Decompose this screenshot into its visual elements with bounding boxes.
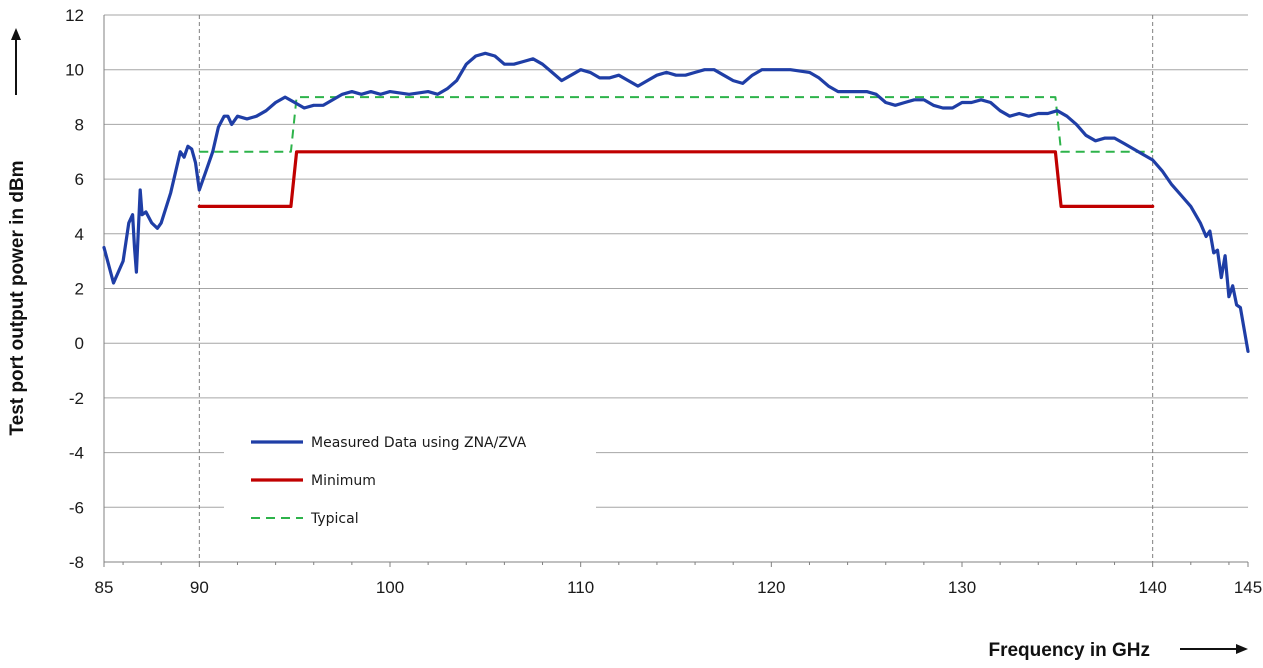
x-tick-label: 130 (948, 578, 976, 597)
y-axis-arrow-icon (11, 28, 21, 95)
y-tick-label: -2 (69, 389, 84, 408)
x-tick-label: 90 (190, 578, 209, 597)
y-tick-label: 10 (65, 61, 84, 80)
x-tick-label: 100 (376, 578, 404, 597)
x-tick-label: 85 (95, 578, 114, 597)
x-axis-title: Frequency in GHz (988, 640, 1150, 661)
y-tick-label: -6 (69, 498, 84, 517)
x-tick-label: 110 (567, 578, 594, 597)
axes: -8 -6 -4 -2 0 2 4 6 8 10 12 85 90 100 110 120 130 140 145 (65, 6, 1262, 597)
y-tick-label: -4 (69, 444, 84, 463)
legend-background (224, 418, 596, 546)
legend-label: Minimum (311, 473, 376, 489)
series-line-minimum (197, 150, 1155, 208)
legend-label: Typical (310, 511, 359, 527)
y-tick-label: 0 (75, 334, 84, 353)
legend-label: Measured Data using ZNA/ZVA (311, 435, 527, 451)
y-tick-label: 4 (75, 225, 84, 244)
series-line-typical (199, 96, 1153, 153)
y-tick-label: 8 (75, 115, 84, 134)
series-line-measured-data-using-zna-zva (102, 51, 1250, 353)
x-tick-label: 145 (1234, 578, 1262, 597)
series-layer (102, 51, 1250, 353)
x-tick-label: 140 (1138, 578, 1166, 597)
x-tick-label: 120 (757, 578, 785, 597)
y-axis-title: Test port output power in dBm (7, 160, 28, 435)
y-tick-label: -8 (69, 553, 84, 572)
y-tick-label: 2 (75, 280, 84, 299)
y-tick-label: 6 (75, 170, 84, 189)
y-tick-label: 12 (65, 6, 84, 25)
axis-titles: Test port output power in dBm Frequency … (7, 28, 1248, 661)
legend: Measured Data using ZNA/ZVA Minimum Typica… (224, 418, 596, 546)
x-axis-arrow-icon (1180, 644, 1248, 654)
reference-lines (198, 15, 1154, 562)
